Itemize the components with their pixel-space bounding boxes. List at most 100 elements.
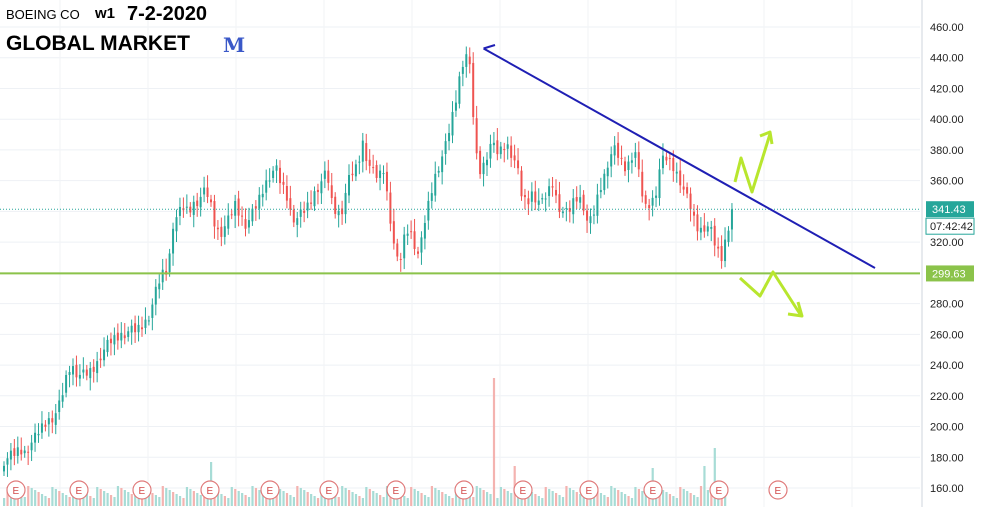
volume-bar xyxy=(575,492,578,506)
volume-bar xyxy=(365,487,368,506)
volume-bar xyxy=(268,496,271,506)
candle xyxy=(482,156,485,187)
earnings-event-marker[interactable]: E xyxy=(579,480,599,500)
volume-bar xyxy=(54,489,57,506)
volume-bar xyxy=(227,498,230,506)
volume-bar xyxy=(489,494,492,506)
candle-body xyxy=(482,162,485,175)
candle-body xyxy=(68,372,71,375)
earnings-event-marker[interactable]: E xyxy=(454,480,474,500)
volume-bar xyxy=(282,491,285,506)
candle-body xyxy=(620,157,623,159)
candle-body xyxy=(382,173,385,175)
earnings-event-marker[interactable]: E xyxy=(386,480,406,500)
candle-body xyxy=(523,195,526,198)
candle xyxy=(151,298,154,331)
candle xyxy=(523,188,526,210)
earnings-icon xyxy=(579,480,599,500)
volume-bar xyxy=(372,491,375,506)
candle xyxy=(196,192,199,217)
y-tick-label: 360.00 xyxy=(930,176,964,188)
candle-body xyxy=(82,369,85,373)
candle-body xyxy=(506,144,509,149)
volume-bar xyxy=(113,497,116,506)
candle-body xyxy=(630,160,633,163)
earnings-event-marker[interactable]: E xyxy=(709,480,729,500)
candle-body xyxy=(116,332,119,341)
candle-body xyxy=(251,208,254,222)
earnings-event-marker[interactable]: E xyxy=(132,480,152,500)
candle-body xyxy=(448,132,451,142)
volume-bar xyxy=(534,494,537,506)
candle xyxy=(334,192,337,219)
volume-bar xyxy=(44,496,47,506)
candle-body xyxy=(61,395,64,402)
candle-body xyxy=(334,196,337,214)
candle xyxy=(65,370,68,398)
candle xyxy=(92,359,95,383)
earnings-event-marker[interactable]: E xyxy=(6,480,26,500)
y-tick-label: 240.00 xyxy=(930,360,964,372)
price-axis[interactable]: 460.00440.00420.00400.00380.00360.00340.… xyxy=(921,0,985,507)
candle-body xyxy=(341,208,344,215)
candle-body xyxy=(403,234,406,259)
earnings-event-marker[interactable]: E xyxy=(200,480,220,500)
y-tick-label: 260.00 xyxy=(930,329,964,341)
candle xyxy=(717,237,720,258)
candle xyxy=(189,202,192,218)
candle-body xyxy=(85,369,88,376)
candle xyxy=(358,155,361,175)
candle xyxy=(375,160,378,183)
candle-body xyxy=(175,217,178,232)
candle-body xyxy=(344,192,347,215)
volume-bar xyxy=(292,497,295,506)
volume-bar xyxy=(420,493,423,506)
volume-bar xyxy=(20,495,23,506)
candle-body xyxy=(27,451,30,453)
candle-body xyxy=(689,193,692,210)
earnings-event-marker[interactable]: E xyxy=(260,480,280,500)
bearish-arrowhead xyxy=(787,301,804,318)
candle-body xyxy=(699,227,702,233)
volume-bar xyxy=(613,488,616,506)
candle xyxy=(6,452,9,477)
candle-body xyxy=(472,62,475,117)
candle xyxy=(127,326,130,342)
candle-body xyxy=(213,201,216,227)
volume-bar xyxy=(675,498,678,506)
candle-body xyxy=(444,141,447,155)
candle xyxy=(16,436,19,464)
candle xyxy=(651,190,654,217)
earnings-event-marker[interactable]: E xyxy=(643,480,663,500)
earnings-event-marker[interactable]: E xyxy=(513,480,533,500)
candle xyxy=(382,165,385,184)
volume-bar xyxy=(537,496,540,506)
earnings-event-marker[interactable]: E xyxy=(69,480,89,500)
candle xyxy=(417,246,419,259)
candle xyxy=(123,323,126,345)
bullish-arrowhead xyxy=(759,130,774,145)
candle xyxy=(296,211,299,238)
volume-bar xyxy=(334,495,337,506)
candle-body xyxy=(206,187,209,197)
candle xyxy=(116,323,119,350)
earnings-label: E xyxy=(775,486,782,497)
candle-body xyxy=(9,450,12,460)
y-tick-label: 320.00 xyxy=(930,237,964,249)
current-price-tag xyxy=(926,201,974,218)
timeframe-label[interactable]: w1 xyxy=(95,5,116,22)
volume-bar xyxy=(196,493,199,506)
candle-body xyxy=(555,189,557,196)
candle xyxy=(727,226,730,247)
candle xyxy=(158,274,161,299)
volume-bar xyxy=(517,497,520,506)
earnings-event-marker[interactable]: E xyxy=(768,480,788,500)
volume-bar xyxy=(385,486,389,506)
volume-bar xyxy=(454,487,458,506)
earnings-event-marker[interactable]: E xyxy=(319,480,339,500)
candle-body xyxy=(706,226,709,232)
volume-bar xyxy=(475,486,478,506)
y-tick-label: 400.00 xyxy=(930,114,964,126)
